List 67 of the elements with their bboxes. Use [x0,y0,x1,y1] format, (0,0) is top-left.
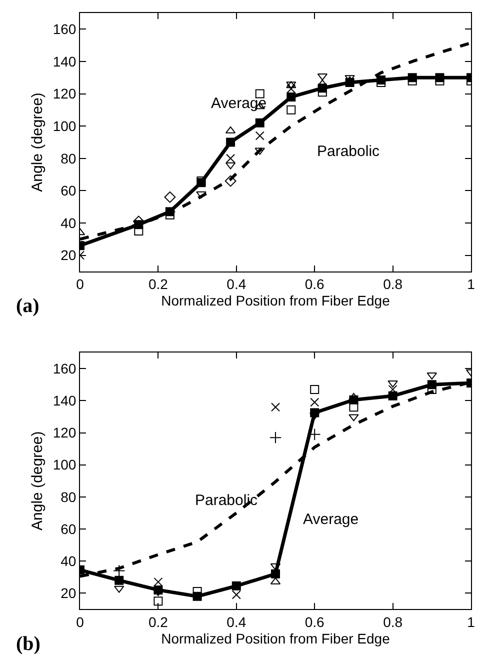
y-tick-label: 20 [60,585,76,602]
y-tick-label: 120 [52,86,76,102]
point [154,577,163,586]
y-tick-label: 80 [60,150,76,166]
point [196,191,206,198]
point [224,175,236,187]
x-tick-label: 0.2 [148,276,168,292]
x-tick-label: 0 [76,614,84,630]
point [286,92,296,102]
point [255,118,264,128]
series-label: Average [211,95,267,112]
y-tick-label: 120 [52,424,76,441]
point [226,138,236,147]
point [255,131,264,140]
series-label: Parabolic [195,492,258,509]
series-label: Parabolic [317,143,380,160]
x-tick-label: 1 [467,614,476,630]
y-tick-label: 100 [52,456,76,473]
text: (b) [16,633,40,655]
x-tick-label: 0.4 [226,614,246,630]
point [226,154,236,163]
text: (a) [16,295,40,317]
y-tick-label: 100 [52,118,76,134]
x-tick-label: 1 [467,276,476,292]
point [286,105,296,114]
x-tick-label: 0.6 [304,614,325,630]
x-axis-title: Normalized Position from Fiber Edge [161,292,390,309]
point [349,402,358,412]
point [348,414,359,422]
point [271,569,280,578]
point [232,590,241,600]
point [408,76,417,86]
y-tick-label: 60 [60,182,76,199]
point [113,564,126,577]
point [232,581,241,590]
point [165,210,174,220]
y-tick-label: 160 [52,21,76,38]
y-tick-label: 60 [60,520,76,537]
point [154,596,163,606]
x-axis-title: Normalized Position from Fiber Edge [161,630,390,646]
y-axis-title: Angle (degree) [29,92,46,192]
x-tick-label: 0.2 [148,614,168,630]
y-tick-label: 20 [60,247,76,264]
point [164,191,176,203]
y-tick-label: 40 [60,552,76,569]
y-tick-label: 160 [52,360,76,377]
point [254,148,265,155]
point [114,576,124,585]
series-label: Average [303,511,359,528]
point [310,384,320,394]
point [134,226,144,236]
point [271,402,280,412]
point [388,391,398,400]
x-tick-label: 0.6 [304,276,325,292]
y-axis-title: Angle (degree) [29,431,46,530]
point [310,398,320,407]
x-tick-label: 0 [76,276,84,292]
x-tick-label: 0.8 [383,276,403,292]
y-tick-label: 80 [60,488,76,505]
y-tick-label: 140 [52,392,76,409]
point [286,84,296,94]
point [269,431,282,444]
y-tick-label: 40 [60,214,76,231]
y-tick-label: 140 [52,53,76,70]
point [388,380,398,388]
x-tick-label: 0.8 [383,614,403,630]
x-tick-label: 0.4 [226,276,246,292]
